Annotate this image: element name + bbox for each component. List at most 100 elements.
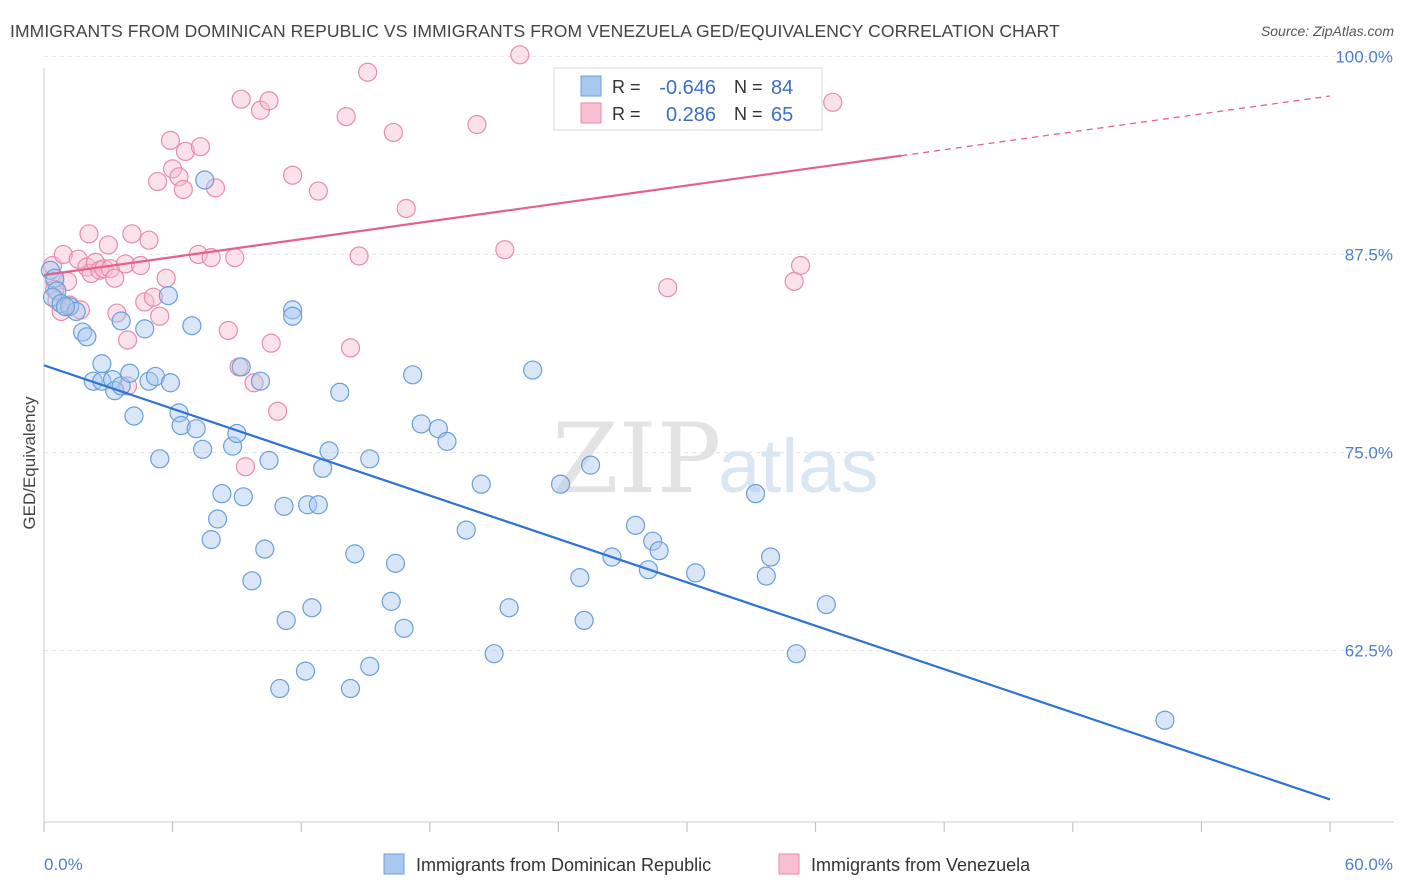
dominican-point bbox=[201, 530, 221, 550]
dominican-point bbox=[756, 566, 776, 586]
venezuela-point bbox=[169, 167, 189, 187]
dominican-point bbox=[385, 553, 406, 573]
venezuela-point bbox=[658, 278, 678, 298]
y-tick-label: 75.0% bbox=[1345, 443, 1393, 462]
venezuela-point bbox=[358, 62, 378, 82]
trend-lines bbox=[43, 95, 1331, 801]
dominican-point bbox=[580, 455, 601, 475]
venezuela-point bbox=[510, 45, 530, 65]
venezuela-point bbox=[225, 247, 245, 268]
venezuela-point bbox=[53, 244, 73, 265]
dominican-point bbox=[360, 449, 380, 469]
venezuela-point bbox=[122, 224, 142, 244]
venezuela-point bbox=[190, 137, 211, 157]
dominican-trend-line bbox=[43, 364, 1331, 801]
venezuela-point bbox=[79, 224, 99, 244]
dominican-point bbox=[270, 678, 290, 699]
venezuela-point bbox=[349, 246, 369, 266]
legend-n-value-1: 84 bbox=[771, 77, 793, 99]
venezuela-point bbox=[175, 141, 196, 162]
dominican-point bbox=[259, 450, 279, 470]
dominican-point bbox=[471, 474, 491, 494]
series-legend-label-blue: Immigrants from Dominican Republic bbox=[416, 855, 711, 875]
dominican-point bbox=[66, 301, 86, 322]
series-legend-label-pink: Immigrants from Venezuela bbox=[811, 855, 1031, 875]
venezuela-point bbox=[790, 255, 811, 276]
dominican-point bbox=[381, 591, 401, 611]
dominican-point bbox=[298, 495, 318, 515]
dominican-point bbox=[55, 297, 76, 317]
venezuela-point bbox=[244, 373, 264, 393]
dominican-point bbox=[411, 414, 431, 434]
dominican-point bbox=[786, 644, 806, 664]
dominican-point bbox=[340, 678, 361, 699]
dominican-point bbox=[574, 610, 594, 631]
venezuela-point bbox=[231, 89, 251, 109]
dominican-point bbox=[158, 286, 178, 306]
watermark-zip: ZIP bbox=[552, 403, 721, 515]
dominican-point bbox=[625, 515, 646, 535]
venezuela-point bbox=[98, 235, 118, 255]
dominican-point bbox=[120, 363, 140, 383]
series-legend: Immigrants from Dominican Republic Immig… bbox=[383, 853, 1031, 875]
dominican-point bbox=[302, 598, 322, 618]
dominican-point bbox=[195, 170, 215, 190]
dominican-point bbox=[816, 594, 836, 615]
venezuela-point bbox=[117, 330, 138, 350]
chart-title: IMMIGRANTS FROM DOMINICAN REPUBLIC VS IM… bbox=[10, 21, 1060, 41]
legend-n-label-2: N = bbox=[734, 104, 763, 124]
legend-r-value-1: -0.646 bbox=[659, 77, 716, 99]
venezuela-point bbox=[336, 106, 356, 127]
source-credit: Source: ZipAtlas.com bbox=[1260, 23, 1394, 39]
dominican-point bbox=[233, 487, 253, 507]
dominican-point bbox=[499, 598, 519, 618]
dominican-point bbox=[685, 563, 706, 583]
dominican-point bbox=[330, 382, 350, 402]
venezuela-point bbox=[173, 179, 193, 200]
dominican-point bbox=[250, 371, 271, 391]
dominican-point bbox=[92, 354, 112, 374]
stats-legend: R = -0.646 N = 84 R = 0.286 N = 65 bbox=[553, 67, 823, 131]
venezuela-point bbox=[139, 230, 159, 250]
venezuela-point bbox=[218, 320, 238, 341]
venezuela-point bbox=[396, 198, 416, 219]
x-tick-label: 0.0% bbox=[44, 855, 83, 874]
venezuela-point bbox=[160, 130, 181, 150]
dominican-point bbox=[208, 509, 228, 529]
dominican-point bbox=[186, 419, 206, 439]
venezuela-point bbox=[235, 457, 256, 477]
dominican-point bbox=[212, 484, 232, 504]
venezuela-point bbox=[495, 240, 515, 260]
dominican-point bbox=[319, 441, 339, 461]
venezuela-point bbox=[163, 159, 183, 179]
legend-n-label-1: N = bbox=[734, 77, 763, 97]
venezuela-point bbox=[261, 333, 281, 353]
venezuela-point bbox=[268, 401, 288, 421]
legend-n-value-2: 65 bbox=[771, 104, 793, 126]
dominican-point bbox=[135, 319, 155, 339]
dominican-point bbox=[276, 610, 296, 631]
dominican-point bbox=[570, 568, 590, 588]
legend-swatch-blue bbox=[580, 75, 602, 97]
y-tick-labels: 62.5% 75.0% 87.5% 100.0% bbox=[1335, 47, 1393, 660]
dominican-point bbox=[283, 306, 303, 326]
venezuela-point bbox=[156, 268, 176, 288]
x-tick-labels: 0.0% 60.0% bbox=[44, 855, 1393, 874]
dominican-point bbox=[394, 618, 414, 638]
watermark-atlas: atlas bbox=[718, 424, 879, 509]
dominican-point bbox=[523, 360, 543, 380]
dominican-point bbox=[403, 365, 423, 385]
venezuela-point bbox=[383, 122, 403, 143]
dominican-point bbox=[484, 644, 504, 664]
venezuela-point bbox=[105, 268, 125, 288]
venezuela-point bbox=[130, 255, 151, 276]
venezuela-point bbox=[340, 338, 361, 358]
dominican-point bbox=[77, 327, 97, 347]
dominican-point bbox=[124, 406, 144, 426]
venezuela-point bbox=[823, 92, 843, 112]
y-tick-label: 100.0% bbox=[1335, 47, 1393, 66]
venezuela-trend-line bbox=[43, 154, 902, 277]
dominican-point bbox=[643, 531, 663, 551]
legend-r-value-2: 0.286 bbox=[666, 104, 716, 126]
